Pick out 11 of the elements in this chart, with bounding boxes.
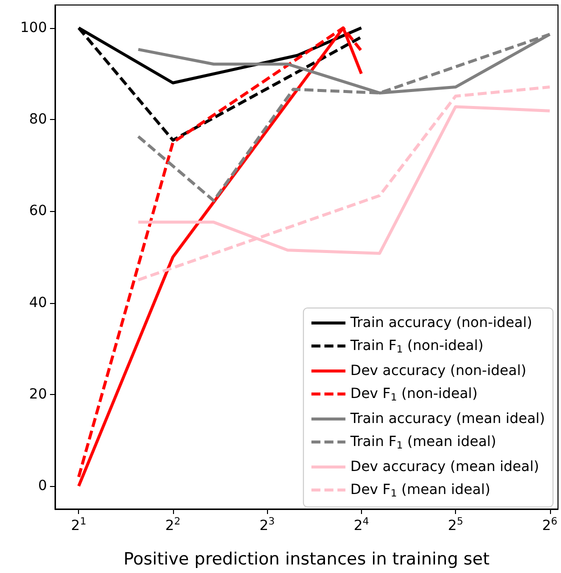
legend-label: Train accuracy (mean ideal) (349, 411, 545, 427)
legend-label: Dev accuracy (mean ideal) (350, 459, 540, 475)
legend-label: Dev accuracy (non-ideal) (350, 363, 526, 379)
legend-label: Train accuracy (non-ideal) (349, 315, 532, 331)
y-tick-label: 40 (29, 294, 47, 311)
y-tick-label: 80 (29, 112, 47, 128)
y-tick-label: 0 (38, 478, 47, 494)
y-tick-label: 20 (29, 386, 47, 402)
x-axis-title: Positive prediction instances in training set (123, 550, 490, 570)
y-tick-label: 60 (29, 203, 47, 220)
y-tick-label: 100 (20, 20, 47, 36)
